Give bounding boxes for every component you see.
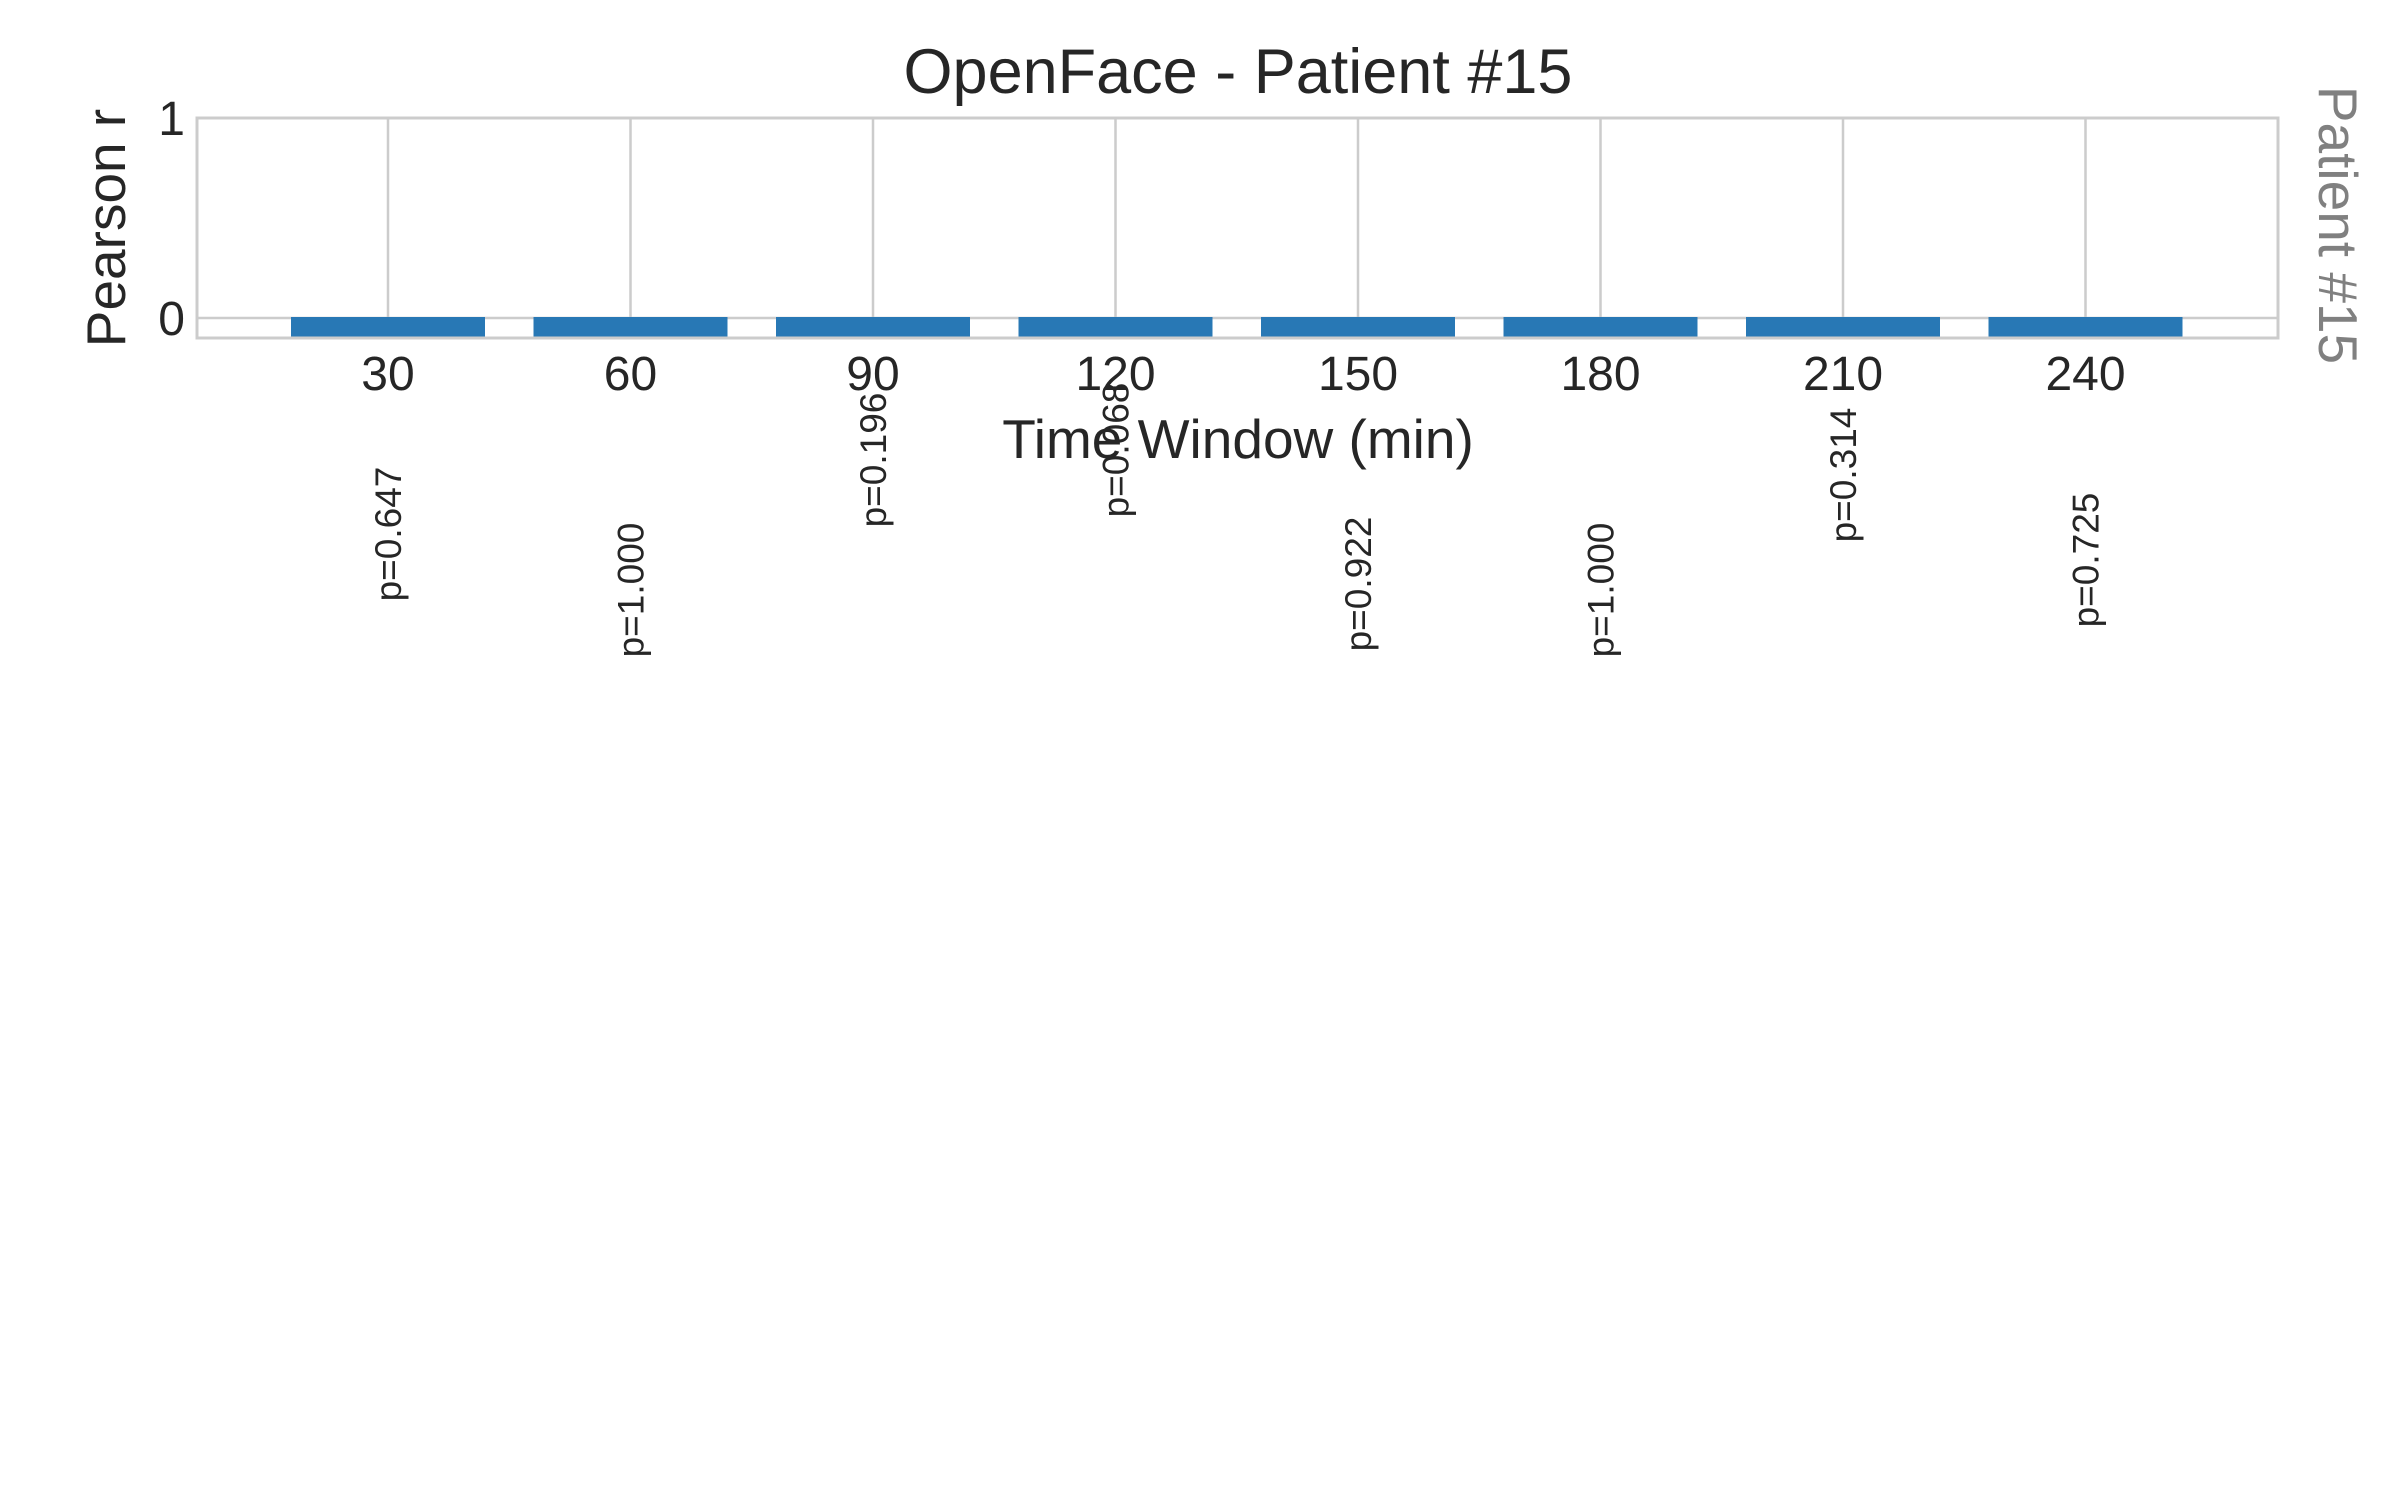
x-tick-label: 150 <box>1318 348 1398 401</box>
bar <box>1988 317 2183 337</box>
p-value-label: p=1.000 <box>1581 523 1622 658</box>
y-tick-label: 0 <box>158 293 185 346</box>
x-tick-label: 60 <box>604 348 657 401</box>
y-tick-labels: 01 <box>158 93 185 346</box>
bar <box>291 317 485 337</box>
p-value-annotations: p=0.647 p=1.000 p=0.196 p=0.068 p=0.922 p=1.0… <box>368 383 2107 658</box>
p-value-label: p=0.314 <box>1823 408 1864 543</box>
patient-side-label: Patient #15 <box>2307 86 2369 364</box>
chart-title: OpenFace - Patient #15 <box>904 37 1573 107</box>
p-value-label: p=0.647 <box>368 467 409 602</box>
x-tick-label: 210 <box>1803 348 1883 401</box>
x-tick-labels: 30 60 90 120 150 180 210 240 <box>361 348 2125 401</box>
p-value-label: p=1.000 <box>611 523 652 658</box>
x-tick-label: 90 <box>846 348 899 401</box>
bar <box>776 317 970 337</box>
bars <box>291 317 2183 337</box>
p-value-label: p=0.725 <box>2066 493 2107 628</box>
bar <box>533 317 728 337</box>
p-value-label: p=0.922 <box>1338 517 1379 652</box>
x-axis-label: Time Window (min) <box>1002 408 1474 470</box>
bar <box>1503 317 1698 337</box>
bar <box>1746 317 1940 337</box>
p-value-label: p=0.196 <box>853 393 894 528</box>
y-axis-label: Pearson r <box>75 109 137 347</box>
x-tick-label: 180 <box>1560 348 1640 401</box>
x-tick-label: 240 <box>2045 348 2125 401</box>
bar <box>1018 317 1213 337</box>
p-value-label: p=0.068 <box>1096 383 1137 518</box>
x-tick-label: 120 <box>1075 348 1155 401</box>
y-tick-label: 1 <box>158 93 185 146</box>
gridlines <box>197 116 2278 338</box>
bar <box>1261 317 1455 337</box>
plot-frame <box>195 116 2280 340</box>
x-tick-label: 30 <box>361 348 414 401</box>
